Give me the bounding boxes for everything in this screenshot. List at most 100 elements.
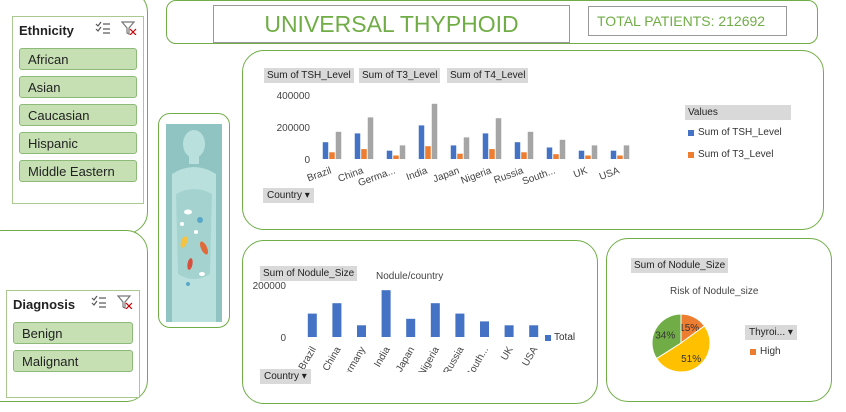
slicer-item-asian[interactable]: Asian <box>19 76 137 98</box>
x-tick-label: Brazil <box>306 165 333 184</box>
x-tick-label: USA <box>520 345 540 369</box>
bar-sum-of-t4_level-4 <box>463 137 470 159</box>
bar-sum-of-t3_level-7 <box>553 154 559 159</box>
values-legend-title: Values <box>685 105 791 120</box>
legend-swatch-blue <box>688 129 694 136</box>
slicer-item-hispanic[interactable]: Hispanic <box>19 132 137 154</box>
y-tick-label: 400000 <box>277 91 311 102</box>
chart3-title: Risk of Nodule_size <box>670 286 759 297</box>
x-tick-label: Russia <box>442 345 467 372</box>
t3-field-button[interactable]: Sum of T3_Level <box>359 68 441 83</box>
bar-sum-of-t3_level-2 <box>393 155 399 159</box>
bar-sum-of-t4_level-7 <box>559 139 566 159</box>
bar-total-0 <box>307 313 317 337</box>
bar-sum-of-tsh_level-5 <box>482 133 489 159</box>
bar-total-4 <box>406 318 416 337</box>
y-tick-label: 200000 <box>253 281 287 292</box>
bar-sum-of-tsh_level-1 <box>354 133 361 159</box>
bar-total-6 <box>455 313 465 337</box>
diagnosis-slicer[interactable]: Diagnosis Benign Malignant <box>6 290 140 398</box>
chart2-legend-item-total: Total <box>545 332 575 343</box>
x-tick-label: Nigeria <box>417 345 443 372</box>
x-tick-label: India <box>405 165 430 183</box>
legend-swatch-orange <box>688 151 694 158</box>
pie-slice-label: 34% <box>655 330 675 341</box>
bar-sum-of-t4_level-3 <box>431 103 438 159</box>
tsh-field-button[interactable]: Sum of TSH_Level <box>264 68 354 83</box>
axis-button-label: Country <box>264 371 300 382</box>
x-tick-label: Brazil <box>297 345 319 372</box>
clear-filter-icon[interactable] <box>120 21 137 40</box>
chart2-country-axis-button[interactable]: Country ▾ <box>260 369 311 384</box>
thyroid-risk-legend-button[interactable]: Thyroi... ▾ <box>745 325 797 340</box>
x-tick-label: Germa... <box>357 165 397 186</box>
chart1-country-axis-button[interactable]: Country ▾ <box>263 188 314 203</box>
bar-total-5 <box>430 303 440 337</box>
nodule-size-field-button[interactable]: Sum of Nodule_Size <box>260 266 358 281</box>
multi-select-icon[interactable] <box>95 21 111 40</box>
bar-sum-of-tsh_level-8 <box>578 150 585 159</box>
bar-sum-of-tsh_level-6 <box>514 142 521 159</box>
x-tick-label: Germany <box>338 345 368 372</box>
diagnosis-slicer-title: Diagnosis <box>13 297 76 312</box>
slicer-item-african[interactable]: African <box>19 48 137 70</box>
pie-slice-label: 15% <box>679 323 699 334</box>
bar-total-3 <box>381 290 391 337</box>
x-tick-label: South... <box>464 345 491 372</box>
bar-sum-of-t3_level-5 <box>489 149 495 159</box>
bar-sum-of-t4_level-5 <box>495 118 502 159</box>
clear-filter-icon[interactable] <box>116 295 133 314</box>
bar-sum-of-tsh_level-2 <box>386 150 393 159</box>
multi-select-icon[interactable] <box>91 295 107 314</box>
pie-field-button[interactable]: Sum of Nodule_Size <box>631 258 729 273</box>
x-tick-label: India <box>372 345 393 370</box>
slicer-item-caucasian[interactable]: Caucasian <box>19 104 137 126</box>
bar-total-2 <box>357 325 366 337</box>
legend-label: Total <box>554 332 576 343</box>
x-tick-label: UK <box>499 345 516 363</box>
bar-sum-of-t3_level-4 <box>457 153 463 159</box>
slicer-item-malignant[interactable]: Malignant <box>13 350 133 372</box>
legend-label: Sum of T3_Level <box>698 149 774 160</box>
x-tick-label: Japan <box>394 345 417 372</box>
bar-sum-of-tsh_level-3 <box>418 125 425 159</box>
bar-sum-of-t4_level-6 <box>527 131 534 159</box>
bar-sum-of-t4_level-1 <box>367 117 374 159</box>
total-patients: TOTAL PATIENTS: 212692 <box>588 6 787 36</box>
x-tick-label: South... <box>521 165 557 186</box>
bar-sum-of-t3_level-8 <box>585 155 591 159</box>
bar-sum-of-tsh_level-7 <box>546 147 553 159</box>
x-tick-label: Japan <box>432 165 461 185</box>
bar-sum-of-tsh_level-0 <box>322 142 329 159</box>
pie-slice-2 <box>651 313 682 360</box>
human-body-icon <box>172 130 216 322</box>
legend-label: Sum of TSH_Level <box>698 127 782 138</box>
bar-sum-of-t3_level-3 <box>425 146 431 159</box>
ethnicity-slicer[interactable]: Ethnicity African Asian Caucasian Hispanic M… <box>12 16 144 204</box>
bar-sum-of-tsh_level-4 <box>450 145 457 159</box>
body-illustration <box>166 124 222 322</box>
chart3-legend-item-high: High <box>750 346 781 357</box>
slicer-item-benign[interactable]: Benign <box>13 322 133 344</box>
bar-sum-of-t4_level-8 <box>591 145 598 159</box>
dropdown-arrow-icon: ▾ <box>304 190 310 201</box>
legend-swatch-orange <box>750 348 756 355</box>
x-tick-label: Nigeria <box>459 165 493 186</box>
bar-sum-of-t3_level-1 <box>361 149 367 159</box>
y-tick-label: 0 <box>304 155 310 166</box>
slicer-item-middle-eastern[interactable]: Middle Eastern <box>19 160 137 182</box>
dropdown-arrow-icon: ▾ <box>301 371 307 382</box>
chart1-legend-item-tsh: Sum of TSH_Level <box>688 127 782 138</box>
x-tick-label: USA <box>598 165 621 182</box>
y-tick-label: 200000 <box>277 123 311 134</box>
x-tick-label: Russia <box>493 165 526 186</box>
bar-sum-of-t4_level-0 <box>335 131 342 159</box>
axis-button-label: Country <box>267 190 303 201</box>
pie-slice-1 <box>655 325 711 373</box>
pie-slice-label: 51% <box>681 354 701 365</box>
t4-field-button[interactable]: Sum of T4_Level <box>447 68 529 83</box>
bar-total-1 <box>332 303 342 337</box>
chart2-title: Nodule/country <box>376 271 444 282</box>
